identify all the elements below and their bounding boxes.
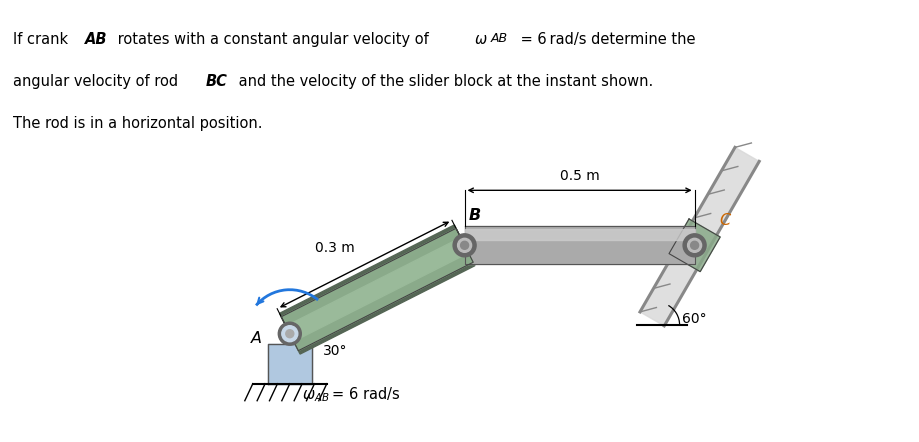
Polygon shape	[640, 147, 758, 326]
Text: A: A	[251, 331, 262, 346]
Circle shape	[686, 238, 701, 252]
Polygon shape	[281, 229, 472, 351]
Polygon shape	[286, 238, 468, 341]
Text: C: C	[719, 213, 730, 229]
Circle shape	[278, 322, 301, 345]
Text: AB: AB	[85, 32, 108, 47]
Polygon shape	[464, 226, 694, 264]
Text: 30°: 30°	[323, 344, 347, 358]
Polygon shape	[279, 225, 474, 354]
Text: angular velocity of rod: angular velocity of rod	[13, 74, 183, 89]
Text: 0.3 m: 0.3 m	[314, 240, 354, 255]
Text: and the velocity of the slider block at the instant shown.: and the velocity of the slider block at …	[233, 74, 652, 89]
Polygon shape	[267, 344, 312, 384]
Text: = 6 rad/s determine the: = 6 rad/s determine the	[516, 32, 695, 47]
Polygon shape	[464, 229, 694, 240]
Circle shape	[453, 234, 476, 257]
Circle shape	[457, 238, 471, 252]
Text: 0.5 m: 0.5 m	[559, 169, 599, 183]
Circle shape	[690, 241, 698, 249]
Text: $\omega_{AB}$ = 6 rad/s: $\omega_{AB}$ = 6 rad/s	[301, 386, 400, 404]
Text: BC: BC	[206, 74, 228, 89]
Circle shape	[281, 326, 298, 342]
Text: If crank: If crank	[13, 32, 73, 47]
Text: B: B	[468, 208, 481, 223]
Text: rotates with a constant angular velocity of: rotates with a constant angular velocity…	[113, 32, 433, 47]
Text: 60°: 60°	[681, 312, 706, 326]
Circle shape	[683, 234, 706, 257]
Text: The rod is in a horizontal position.: The rod is in a horizontal position.	[13, 116, 262, 131]
Text: ω: ω	[474, 32, 487, 47]
Circle shape	[460, 241, 468, 249]
Text: AB: AB	[491, 32, 507, 45]
Circle shape	[286, 330, 293, 338]
Polygon shape	[668, 219, 720, 272]
